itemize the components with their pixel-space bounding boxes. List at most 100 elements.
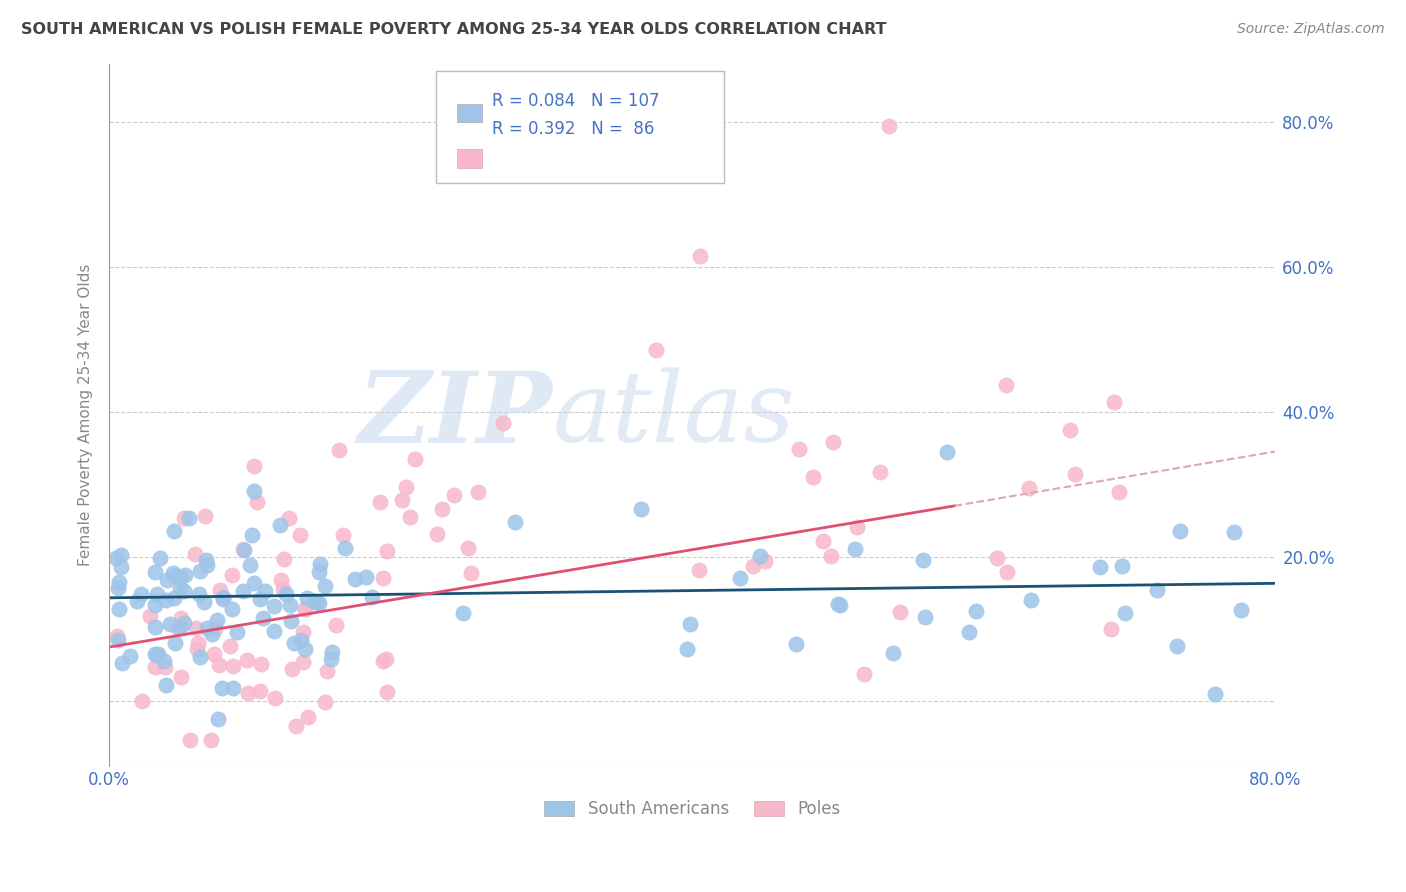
Point — [679, 616, 702, 631]
Point — [986, 551, 1008, 566]
Point — [105, 629, 128, 643]
Point — [163, 524, 186, 538]
Point — [188, 650, 211, 665]
Point — [308, 565, 330, 579]
Point — [183, 547, 205, 561]
Point — [297, 709, 319, 723]
Point — [145, 660, 167, 674]
Text: ZIP: ZIP — [357, 368, 553, 464]
Point — [195, 558, 218, 573]
Point — [290, 528, 312, 542]
Point — [243, 483, 266, 498]
Text: SOUTH AMERICAN VS POLISH FEMALE POVERTY AMONG 25-34 YEAR OLDS CORRELATION CHART: SOUTH AMERICAN VS POLISH FEMALE POVERTY … — [21, 22, 887, 37]
Point — [218, 639, 240, 653]
Point — [302, 593, 325, 607]
Point — [844, 541, 866, 556]
Point — [294, 602, 316, 616]
Point — [179, 511, 201, 525]
Point — [108, 575, 131, 590]
Point — [399, 510, 422, 524]
Point — [852, 667, 875, 681]
Point — [375, 543, 398, 558]
Point — [165, 569, 187, 583]
Point — [284, 719, 307, 733]
Point — [803, 470, 825, 484]
Point — [492, 416, 515, 430]
Point — [149, 551, 172, 566]
Point — [343, 572, 366, 586]
Point — [200, 733, 222, 747]
Point — [789, 442, 811, 457]
Point — [785, 637, 807, 651]
Point — [304, 594, 326, 608]
Point — [143, 566, 166, 580]
Text: R = 0.392   N =  86: R = 0.392 N = 86 — [492, 120, 654, 138]
Point — [644, 343, 666, 358]
Point — [1166, 639, 1188, 653]
Y-axis label: Female Poverty Among 25-34 Year Olds: Female Poverty Among 25-34 Year Olds — [79, 264, 93, 566]
Point — [152, 654, 174, 668]
Point — [314, 579, 336, 593]
Point — [186, 642, 208, 657]
Point — [211, 681, 233, 695]
Point — [162, 566, 184, 581]
Point — [169, 611, 191, 625]
Point — [1018, 481, 1040, 495]
Point — [395, 480, 418, 494]
Point — [332, 528, 354, 542]
Point — [194, 508, 217, 523]
Point — [281, 662, 304, 676]
Legend: South Americans, Poles: South Americans, Poles — [537, 794, 846, 825]
Point — [201, 627, 224, 641]
Point — [426, 527, 449, 541]
Point — [828, 599, 851, 613]
Point — [276, 587, 298, 601]
Point — [1204, 687, 1226, 701]
Point — [309, 558, 332, 572]
Point — [169, 570, 191, 584]
Point — [457, 541, 479, 556]
Point — [912, 553, 935, 567]
Point — [131, 694, 153, 708]
Point — [222, 681, 245, 695]
Point — [195, 621, 218, 635]
Point — [391, 492, 413, 507]
Point — [889, 605, 911, 619]
Point — [252, 611, 274, 625]
Point — [374, 651, 396, 665]
Point — [308, 596, 330, 610]
Point — [1019, 593, 1042, 607]
Point — [263, 691, 285, 706]
Point — [1064, 467, 1087, 482]
Point — [239, 558, 262, 572]
Point — [460, 566, 482, 580]
Point — [208, 657, 231, 672]
Point — [107, 633, 129, 648]
Point — [139, 609, 162, 624]
Point — [356, 570, 378, 584]
Point — [1111, 558, 1133, 573]
Point — [167, 621, 190, 635]
Point — [316, 664, 339, 678]
Point — [232, 583, 254, 598]
Point — [232, 542, 254, 557]
Point — [371, 654, 394, 668]
Point — [936, 444, 959, 458]
Point — [754, 554, 776, 568]
Point — [204, 622, 226, 636]
Point — [240, 527, 263, 541]
Point — [187, 587, 209, 601]
Point — [145, 619, 167, 633]
Point — [243, 576, 266, 591]
Point — [676, 642, 699, 657]
Point — [111, 656, 134, 670]
Point — [280, 615, 302, 629]
Point — [204, 648, 226, 662]
Point — [208, 583, 231, 598]
Point — [290, 633, 312, 648]
Point — [143, 599, 166, 613]
Point — [107, 602, 129, 616]
Point — [173, 583, 195, 598]
Point — [188, 564, 211, 578]
Point — [173, 615, 195, 630]
